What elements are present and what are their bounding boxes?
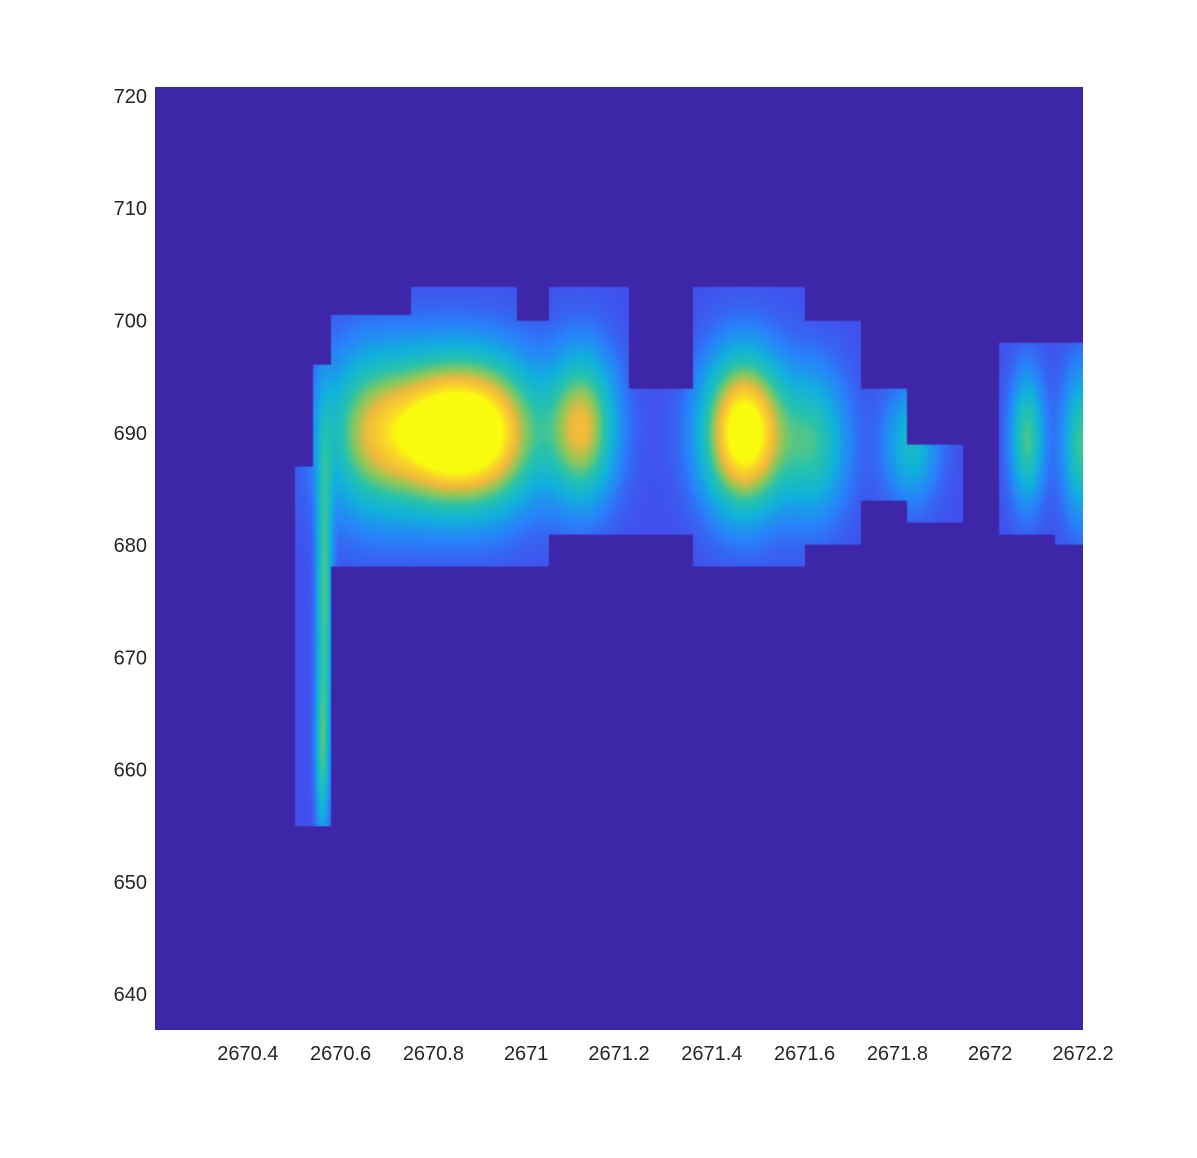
y-tick-label: 670 xyxy=(114,647,147,669)
y-tick-label: 650 xyxy=(114,872,147,894)
x-tick-label: 2671.6 xyxy=(774,1043,835,1065)
x-tick-label: 2671.2 xyxy=(588,1043,649,1065)
plot-area xyxy=(155,87,1083,1030)
x-tick-label: 2670.8 xyxy=(403,1043,464,1065)
x-tick-label: 2671.8 xyxy=(867,1043,928,1065)
x-tick-label: 2672 xyxy=(968,1043,1013,1065)
heatmap-image xyxy=(155,87,1083,1030)
y-tick-label: 720 xyxy=(114,86,147,108)
y-tick-label: 710 xyxy=(114,198,147,220)
y-tick-label: 680 xyxy=(114,535,147,557)
y-tick-label: 660 xyxy=(114,760,147,782)
x-tick-label: 2670.4 xyxy=(217,1043,278,1065)
x-tick-label: 2672.2 xyxy=(1052,1043,1113,1065)
x-tick-label: 2670.6 xyxy=(310,1043,371,1065)
y-axis-tick-labels: 640 650 660 670 680 690 700 710 720 xyxy=(114,86,147,1006)
y-tick-label: 690 xyxy=(114,423,147,445)
x-tick-label: 2671 xyxy=(504,1043,549,1065)
y-tick-label: 700 xyxy=(114,311,147,333)
x-axis-tick-labels: 2670.4 2670.6 2670.8 2671 2671.2 2671.4 2671.6… xyxy=(217,1043,1113,1065)
y-tick-label: 640 xyxy=(114,984,147,1006)
x-tick-label: 2671.4 xyxy=(681,1043,742,1065)
